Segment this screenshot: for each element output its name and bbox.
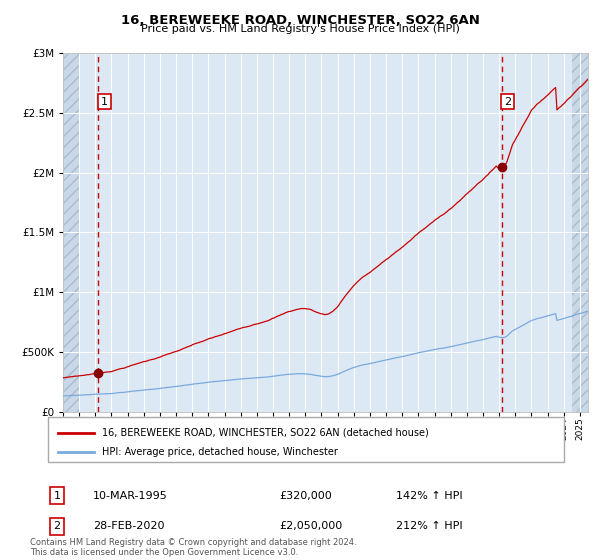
Text: 10-MAR-1995: 10-MAR-1995	[93, 491, 168, 501]
Bar	[63, 53, 79, 412]
Text: 2: 2	[53, 521, 61, 531]
Text: £2,050,000: £2,050,000	[279, 521, 342, 531]
Text: 28-FEB-2020: 28-FEB-2020	[93, 521, 164, 531]
Text: 2: 2	[504, 96, 511, 106]
Text: 1: 1	[101, 96, 108, 106]
Bar	[572, 53, 588, 412]
FancyBboxPatch shape	[48, 417, 564, 462]
Text: £320,000: £320,000	[279, 491, 332, 501]
Bar	[572, 53, 588, 412]
Text: 16, BEREWEEKE ROAD, WINCHESTER, SO22 6AN: 16, BEREWEEKE ROAD, WINCHESTER, SO22 6AN	[121, 14, 479, 27]
Text: 1: 1	[53, 491, 61, 501]
Text: Price paid vs. HM Land Registry's House Price Index (HPI): Price paid vs. HM Land Registry's House …	[140, 24, 460, 34]
Bar	[63, 53, 79, 412]
Text: 16, BEREWEEKE ROAD, WINCHESTER, SO22 6AN (detached house): 16, BEREWEEKE ROAD, WINCHESTER, SO22 6AN…	[102, 428, 429, 438]
Text: Contains HM Land Registry data © Crown copyright and database right 2024.
This d: Contains HM Land Registry data © Crown c…	[30, 538, 356, 557]
Text: 212% ↑ HPI: 212% ↑ HPI	[396, 521, 463, 531]
Text: HPI: Average price, detached house, Winchester: HPI: Average price, detached house, Winc…	[102, 447, 338, 457]
Text: 142% ↑ HPI: 142% ↑ HPI	[396, 491, 463, 501]
